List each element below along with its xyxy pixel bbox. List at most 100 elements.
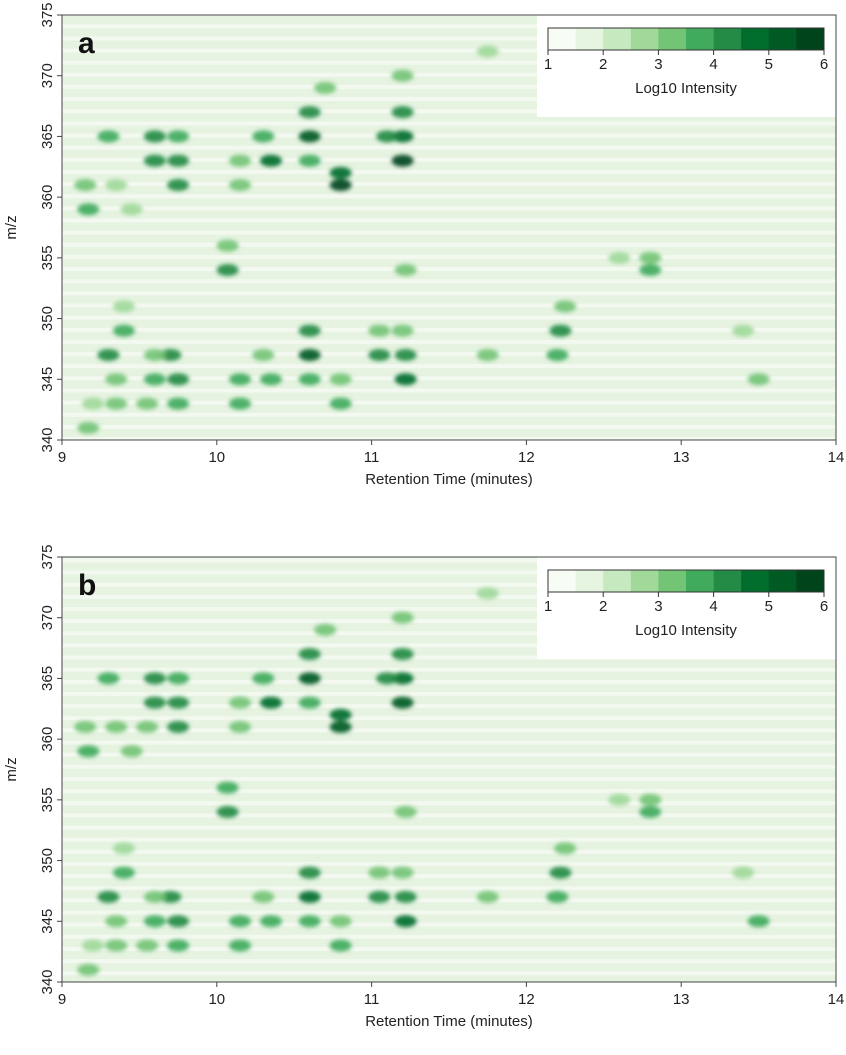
intensity-spot (216, 264, 239, 276)
y-tick-label: 355 (39, 245, 56, 270)
x-tick-label: 10 (208, 991, 225, 1008)
intensity-spot (329, 397, 352, 410)
intensity-spot (216, 239, 239, 252)
intensity-spot (391, 696, 414, 709)
intensity-spot (394, 915, 417, 928)
intensity-spot (376, 130, 399, 143)
intensity-spot (136, 397, 159, 410)
intensity-spot (136, 939, 159, 952)
colorbar-segment (603, 570, 632, 592)
intensity-spot (368, 891, 391, 903)
intensity-spot (167, 130, 190, 143)
plot-frame (61, 556, 837, 983)
colorbar-tick-label: 2 (599, 598, 607, 615)
y-tick-label: 365 (39, 124, 56, 149)
y-tick-label: 340 (39, 969, 56, 994)
intensity-spot (167, 672, 190, 685)
intensity-spot (549, 324, 572, 337)
intensity-spot (476, 45, 499, 58)
intensity-spot (105, 179, 128, 191)
intensity-spot (77, 745, 100, 758)
intensity-spot (732, 866, 755, 879)
intensity-spot (97, 130, 120, 143)
x-tick-label: 12 (518, 449, 535, 466)
intensity-spot (259, 373, 282, 386)
intensity-spot (329, 708, 352, 721)
y-tick-label: 375 (39, 544, 56, 569)
intensity-spot (159, 349, 182, 361)
colorbar-frame (547, 569, 825, 593)
colorbar-segment (575, 28, 604, 50)
colorbar-tick-label: 5 (765, 56, 773, 73)
intensity-spot (329, 373, 352, 386)
intensity-spot (394, 891, 417, 903)
intensity-spot (167, 397, 190, 410)
intensity-spot (298, 672, 321, 685)
x-tick-label: 9 (58, 449, 66, 466)
intensity-spot (167, 915, 190, 928)
colorbar-tick-label: 4 (709, 598, 717, 615)
colorbar-tick-label: 1 (544, 56, 552, 73)
y-tick-label: 360 (39, 727, 56, 752)
intensity-spot (394, 264, 417, 276)
intensity-spot (229, 179, 252, 191)
intensity-spot (329, 939, 352, 952)
x-tick-label: 11 (364, 449, 380, 466)
x-tick-label: 13 (673, 449, 690, 466)
intensity-spot (112, 842, 135, 855)
intensity-spot (554, 300, 577, 313)
intensity-spot (167, 696, 190, 709)
intensity-spot (391, 106, 414, 119)
intensity-spot (81, 939, 104, 952)
y-tick-label: 350 (39, 306, 56, 331)
intensity-spot (391, 154, 414, 167)
panel-label: a (78, 27, 95, 60)
colorbar-tick-label: 2 (599, 56, 607, 73)
intensity-spot (391, 866, 414, 879)
intensity-spot (97, 672, 120, 685)
intensity-spot (259, 154, 282, 167)
intensity-spot (252, 349, 275, 361)
intensity-spot (394, 806, 417, 818)
intensity-spot (216, 781, 239, 794)
intensity-spot (394, 373, 417, 386)
y-tick-label: 355 (39, 787, 56, 812)
colorbar-segment (548, 28, 576, 50)
intensity-spot (639, 264, 662, 276)
colorbar-label: Log10 Intensity (635, 80, 737, 97)
colorbar-tick-label: 3 (654, 56, 662, 73)
intensity-spot (112, 866, 135, 879)
intensity-spot (546, 349, 569, 361)
y-tick-label: 340 (39, 427, 56, 452)
y-tick-label: 375 (39, 2, 56, 27)
intensity-spot (74, 179, 97, 191)
intensity-spot (167, 939, 190, 952)
intensity-spot (546, 891, 569, 903)
intensity-spot (112, 324, 135, 337)
intensity-spot (229, 154, 252, 167)
intensity-spot (143, 373, 166, 386)
intensity-spot (391, 69, 414, 82)
y-tick-label: 360 (39, 185, 56, 210)
intensity-spot (143, 696, 166, 709)
intensity-spot (105, 397, 128, 410)
colorbar-segment (713, 28, 742, 50)
colorbar-segment (575, 570, 604, 592)
intensity-spot (732, 324, 755, 337)
intensity-spot (229, 373, 252, 386)
intensity-spot (329, 721, 352, 733)
colorbar-segment (713, 570, 742, 592)
intensity-spot (229, 397, 252, 410)
intensity-spot (252, 891, 275, 903)
heatmap-spots (74, 587, 770, 976)
intensity-spot (368, 866, 391, 879)
intensity-spot (298, 373, 321, 386)
intensity-spot (77, 203, 100, 216)
intensity-spot (747, 373, 770, 386)
intensity-spot (105, 915, 128, 928)
colorbar-segment (796, 28, 825, 50)
intensity-spot (143, 915, 166, 928)
intensity-spot (143, 130, 166, 143)
intensity-spot (105, 721, 128, 733)
colorbar-segment (630, 570, 659, 592)
